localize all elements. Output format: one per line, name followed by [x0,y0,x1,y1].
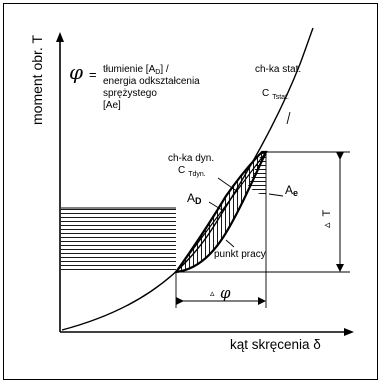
delta-phi-symbol: φ [220,284,231,302]
operating-point-leader-line [225,239,235,248]
phi-symbol: φ [69,60,83,84]
dynamic-stiffness-label: C Tdyn. [178,165,206,178]
delta-t-label: ▵T [321,209,333,228]
ad-leader-line [208,201,223,211]
static-characteristic-curve [61,27,314,331]
ae-leader-line [268,193,284,197]
damping-area-label: AD [187,191,202,206]
static-curve-label: ch-ka stat. [255,64,301,75]
dynamic-stiffness-line [175,151,267,273]
definition-line-4: [Ae] [103,100,121,111]
static-stiffness-label: C Tstat. [262,88,289,101]
y-axis-arrowhead [56,32,64,42]
elastic-area-label: Ae [285,183,298,198]
x-axis-label: kąt skręcenia δ [230,337,321,352]
elastic-energy-area [248,152,266,196]
definition-line-2: energia odkształcenia [103,76,200,87]
static-leader-line [286,111,291,125]
outer-border [3,3,378,380]
definition-line-1: tłumienie [AD] / [103,64,169,76]
operating-point-label: punkt pracy [214,249,266,260]
dynamic-leader-line [217,177,239,193]
delta-phi-delta-symbol: ▵ [210,288,215,298]
phi-equals-sign: = [89,67,97,82]
torque-hatch-band [61,207,176,272]
y-axis-label: moment obr. T [29,35,45,125]
definition-line-3: sprężystego [103,88,157,99]
dynamic-curve-label: ch-ka dyn. [168,153,214,164]
x-axis-arrowhead [344,328,354,336]
